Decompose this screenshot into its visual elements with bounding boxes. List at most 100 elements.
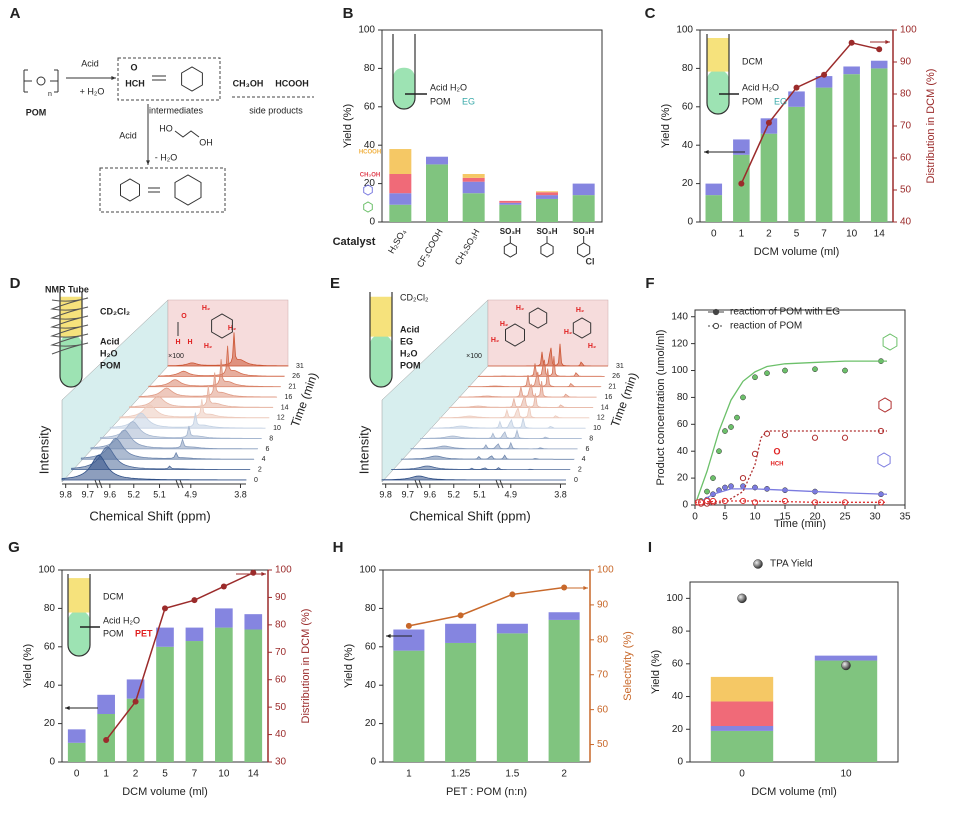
y-axis-label: Yield (%) [650,650,662,694]
y-tick-label: 40 [365,680,377,691]
y2-tick-label: 60 [900,153,912,164]
scheme-label: n [48,91,52,98]
time-label: 2 [578,466,582,473]
x-tick-label: 5.2 [128,489,141,499]
bar-segment [426,156,448,165]
spectrum [419,428,583,439]
tube-label: Acid [100,336,120,346]
inset-reagent: PET [135,628,153,638]
line [408,586,565,627]
y2-tick-label: 40 [275,729,287,740]
structure [503,242,517,258]
atom-label: O [181,313,187,320]
point [812,366,818,373]
bar-segment [389,204,412,222]
bar-segment [496,623,528,634]
marker [876,46,883,53]
tube [392,34,416,110]
bar-segment [462,177,485,182]
atom-label: H₂ [500,321,508,328]
y-tick-label: 60 [365,641,377,652]
x-tick-label: H₂SO₄ [386,227,408,255]
y-tick-label: 100 [676,25,693,36]
bar-segment [536,191,558,193]
bond [174,130,200,138]
spectrum [477,356,605,377]
bar-segment [462,174,485,178]
inset-reagent: EG [462,96,475,106]
x-tick-label: 14 [874,229,886,240]
time-label: 16 [605,394,613,401]
y-tick-label: 0 [370,757,376,768]
x-tick-label: 5 [794,229,800,240]
bar-segment [67,729,86,743]
fit-line [694,500,887,503]
bar-segment [393,629,425,651]
plot-frame [689,581,899,763]
point [722,428,728,434]
arrow-head [261,572,266,576]
x-tick-label: 0 [692,512,698,523]
y-axis-label: Product concentration (umol/ml) [655,330,667,486]
bar-segment [496,633,528,762]
bar-segment [67,742,86,762]
panel-letter: F [645,275,654,292]
y2-tick-label: 50 [275,702,287,713]
time-label: 4 [582,456,586,463]
spectrum [429,418,586,429]
time-label: 8 [589,435,593,442]
point [739,475,747,482]
inset-label: Acid H₂O [430,82,467,92]
y2-tick-label: 90 [275,592,287,603]
bar-segment [870,68,888,223]
bar-segment [185,641,204,762]
point [811,434,819,441]
arrow-head [885,40,890,44]
marker [103,737,110,744]
x-tick-label: 1.25 [451,769,471,780]
panel-letter: I [648,539,652,556]
x-tick-label: 25 [839,512,851,523]
y2-axis-label: Selectivity (%) [622,631,634,701]
panel-letter: D [10,275,21,292]
atom-label: H₂ [516,305,524,312]
ring-icon [878,397,892,413]
bar-segment [536,195,558,199]
y-tick-label: 20 [364,178,376,189]
bar-segment [733,139,750,155]
marker [191,597,198,604]
tube [59,292,83,388]
marker [848,39,855,46]
time-label: 2 [258,466,262,473]
bar-segment [705,183,723,196]
marker [793,84,800,91]
point [703,497,711,505]
y-tick-label: 20 [44,718,56,729]
tube-label: CD₂Cl₂ [400,292,429,302]
tube-liquid [60,334,82,387]
coil [50,297,89,355]
bar-segment [389,193,412,205]
y2-tick-label: 90 [597,600,609,611]
ring-icon [363,201,373,213]
bar-segment [548,619,580,762]
time-label: 6 [585,446,589,453]
bar-segment [572,195,595,222]
marker [509,591,516,598]
bar-segment [843,66,860,75]
line [105,572,254,741]
bar-segment [462,193,485,222]
legend-label: reaction of POM [730,321,802,332]
bar-segment [815,76,833,88]
y-tick-label: 40 [672,691,684,702]
bar-segment [445,623,477,643]
legend-marker [712,322,720,330]
atom-label: H₂ [564,329,572,336]
y-tick-label: 40 [364,140,376,151]
x-tick-label: 1 [406,769,412,780]
atom-label: H₂ [576,307,584,314]
bar-segment [710,730,774,762]
atom-label: H [187,339,192,346]
scale-label: ×100 [466,353,482,360]
x-tick-label: 3.8 [234,489,247,499]
